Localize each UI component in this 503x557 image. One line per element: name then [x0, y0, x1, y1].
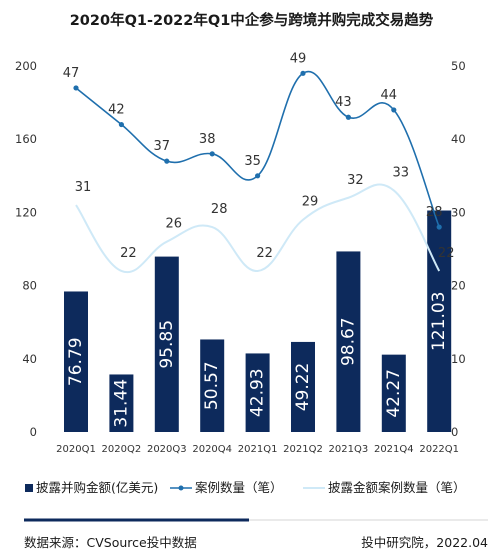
right-axis-ticks: 0 10 20 30 40 50 [451, 59, 466, 439]
bar-series [64, 210, 452, 432]
deal-count-marker [73, 85, 79, 91]
deal-count-marker [209, 151, 215, 157]
bar [336, 251, 361, 432]
disclosed-count-label: 32 [347, 173, 364, 188]
deal-count-marker [164, 158, 170, 164]
disclosed-count-label: 28 [211, 202, 228, 217]
deal-count-marker [391, 107, 397, 113]
left-tick-label: 120 [15, 205, 37, 219]
legend-label-deal-count: 案例数量（笔） [195, 480, 283, 495]
chart-title: 2020年Q1-2022年Q1中企参与跨境并购完成交易趋势 [70, 11, 434, 29]
left-tick-label: 80 [22, 279, 37, 293]
bar [200, 339, 225, 432]
disclosed-count-label: 22 [438, 246, 455, 261]
right-tick-label: 30 [451, 205, 466, 219]
category-label: 2020Q3 [147, 444, 187, 455]
bar-value-label: 49.22 [293, 363, 313, 412]
right-tick-label: 40 [451, 132, 466, 146]
bar [109, 374, 134, 432]
category-label: 2021Q3 [329, 444, 369, 455]
bar-value-label: 42.27 [384, 369, 404, 418]
bar-value-label: 42.93 [248, 368, 268, 417]
bar-value-label: 98.67 [338, 317, 358, 366]
deal-count-label: 42 [108, 103, 125, 118]
deal-count-marker [436, 224, 442, 230]
right-tick-label: 10 [451, 352, 466, 366]
deal-count-label: 37 [154, 139, 171, 154]
category-label: 2021Q4 [374, 444, 414, 455]
bar-value-label: 50.57 [202, 361, 222, 410]
line-series [73, 70, 442, 274]
deal-count-marker [118, 121, 124, 128]
disclosed-count-label: 29 [302, 195, 319, 210]
disclosed-count-label: 22 [256, 246, 273, 261]
right-tick-label: 0 [451, 425, 458, 439]
disclosed-count-label: 26 [166, 217, 183, 232]
bar [427, 210, 452, 432]
right-tick-label: 50 [451, 59, 466, 73]
disclosed-count-label: 22 [120, 246, 137, 261]
publisher-credit: 投中研究院，2022.04 [361, 535, 488, 550]
bar [154, 256, 179, 432]
line-deal-count [75, 70, 440, 228]
data-source: 数据来源：CVSource投中数据 [24, 535, 197, 550]
deal-count-label: 38 [199, 132, 216, 147]
line-value-labels: 47 42 37 38 35 49 43 44 28 31 22 26 28 22 29 32 33 22 [63, 51, 455, 261]
left-tick-label: 200 [15, 59, 37, 73]
category-axis-labels: 2020Q1 2020Q2 2020Q3 2020Q4 2021Q1 2021Q2 2021… [56, 444, 459, 455]
left-tick-label: 160 [15, 132, 37, 146]
deal-count-label: 49 [290, 51, 307, 66]
category-label: 2021Q1 [238, 444, 278, 455]
deal-count-marker [255, 173, 261, 179]
bar [291, 341, 315, 432]
left-axis-ticks: 0 40 80 120 160 200 [15, 59, 37, 439]
left-tick-label: 40 [22, 352, 37, 366]
deal-count-label: 44 [381, 88, 398, 103]
bar [64, 291, 88, 432]
deal-count-label: 47 [63, 66, 80, 81]
category-label: 2022Q1 [419, 444, 459, 455]
left-tick-label: 0 [30, 425, 37, 439]
line-disclosed-count [75, 183, 441, 274]
legend-swatch-bar [25, 484, 33, 492]
deal-count-label: 28 [426, 205, 443, 220]
disclosed-count-label: 31 [75, 180, 92, 195]
legend-marker-deal-count [178, 485, 184, 491]
category-label: 2021Q2 [283, 444, 323, 455]
bar-value-label: 121.03 [429, 292, 449, 351]
bar [381, 354, 406, 432]
category-label: 2020Q1 [56, 444, 96, 455]
legend: 披露并购金额(亿美元) 案例数量（笔） 披露金额案例数量（笔） [25, 480, 466, 495]
disclosed-count-label: 33 [393, 165, 410, 180]
bar-value-label: 95.85 [157, 320, 177, 369]
deal-count-marker [300, 70, 306, 76]
bar-value-label: 76.79 [66, 337, 86, 386]
bar [245, 353, 270, 432]
deal-count-label: 43 [335, 95, 352, 110]
bar-value-labels: 76.79 31.44 95.85 50.57 42.93 49.22 98.67 42.27… [66, 292, 449, 428]
legend-label-amount: 披露并购金额(亿美元) [36, 480, 158, 495]
category-label: 2020Q2 [102, 444, 142, 455]
bar-value-label: 31.44 [111, 379, 131, 428]
right-tick-label: 20 [451, 279, 466, 293]
deal-count-label: 35 [244, 154, 261, 169]
category-label: 2020Q4 [192, 444, 232, 455]
legend-label-disclosed-count: 披露金额案例数量（笔） [328, 480, 466, 495]
deal-count-marker [345, 114, 351, 120]
footer: 数据来源：CVSource投中数据 投中研究院，2022.04 [24, 518, 488, 550]
